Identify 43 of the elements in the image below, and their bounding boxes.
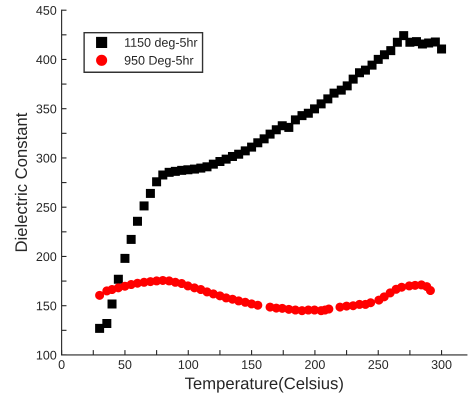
point [95, 324, 104, 333]
point [284, 122, 294, 132]
point [426, 286, 435, 296]
y-tick-label: 150 [36, 302, 56, 310]
x-tick-label: 0 [58, 360, 65, 370]
point [140, 201, 149, 210]
point [152, 177, 162, 186]
y-tick-label: 450 [36, 6, 56, 15]
legend-label: 1150 deg-5hr [125, 38, 198, 50]
point [114, 274, 123, 284]
point [253, 300, 262, 310]
y-tick-label: 200 [36, 252, 56, 262]
point [132, 216, 142, 226]
point [126, 234, 136, 244]
y-tick-label: 250 [36, 203, 56, 212]
point [392, 38, 402, 47]
point [386, 46, 396, 56]
y-tick-label: 300 [36, 154, 56, 163]
point [95, 290, 104, 300]
x-tick-label: 200 [305, 360, 325, 370]
y-tick-label: 400 [36, 55, 56, 64]
y-axis-title: Dielectric Constant [14, 112, 28, 252]
point [342, 81, 352, 90]
x-tick-label: 100 [178, 360, 198, 370]
x-tick-label: 300 [432, 360, 452, 370]
point [316, 99, 326, 108]
point [430, 38, 440, 47]
legend-label: 950 Deg-5hr [124, 56, 194, 68]
point [102, 318, 112, 328]
point [399, 31, 408, 40]
x-tick-label: 50 [118, 360, 132, 370]
point [108, 300, 117, 309]
point [397, 282, 406, 292]
point [437, 44, 446, 54]
point [146, 188, 155, 198]
point [120, 254, 130, 263]
x-tick-label: 150 [242, 360, 262, 370]
y-tick-label: 350 [36, 104, 56, 114]
x-tick-label: 250 [368, 360, 388, 370]
point [348, 74, 358, 84]
point [366, 298, 376, 308]
x-axis-title: Temperature(Celsius) [184, 377, 343, 393]
y-tick-label: 100 [36, 350, 56, 360]
